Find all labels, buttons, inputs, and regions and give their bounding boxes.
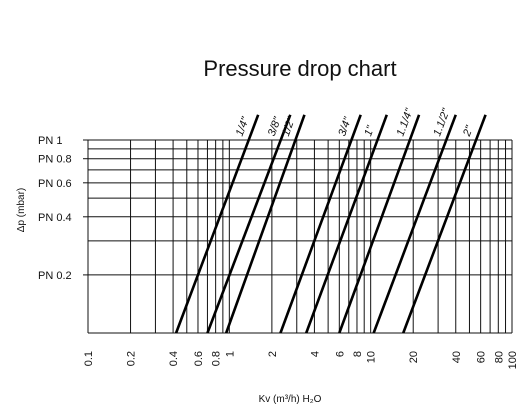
series-line [402, 114, 487, 334]
y-tick-label: PN 1 [38, 135, 62, 147]
x-tick-label: 0.6 [193, 351, 205, 366]
x-tick-label: 60 [476, 351, 488, 363]
x-tick-label: 0.4 [168, 351, 180, 366]
x-tick-label: 0.8 [211, 351, 223, 366]
series-line [174, 114, 260, 334]
y-tick-label: PN 0.2 [38, 270, 72, 282]
x-tick-label: 1 [224, 351, 236, 357]
x-tick-label: 0.2 [126, 351, 138, 366]
x-axis-label: Kv (m³/h) H₂O [259, 394, 322, 405]
y-tick-label: PN 0.6 [38, 178, 72, 190]
chart-title: Pressure drop chart [203, 56, 396, 81]
x-tick-label: 2 [267, 351, 279, 357]
series-lines [174, 114, 487, 334]
x-tick-label: 20 [408, 351, 420, 363]
y-tick-labels: PN 1 PN 0.8 PN 0.6 PN 0.4 PN 0.2 [38, 135, 88, 282]
x-tick-label: 4 [309, 351, 321, 357]
series-label: 1/4" [234, 115, 252, 138]
x-tick-label: 10 [366, 351, 378, 363]
series-line [206, 114, 292, 334]
x-tick-label: 100 [507, 351, 519, 369]
x-tick-label: 40 [451, 351, 463, 363]
series-line [338, 114, 421, 334]
grid [87, 139, 513, 334]
series-line [305, 114, 388, 334]
x-tick-label: 6 [334, 351, 346, 357]
x-tick-label: 8 [352, 351, 364, 357]
x-tick-labels: 0.1 0.2 0.4 0.6 0.8 1 2 4 6 8 10 20 40 60 80 100 [83, 351, 519, 369]
series-label: 2" [461, 123, 477, 139]
series-label: 1/2" [280, 115, 298, 138]
series-line [279, 114, 362, 334]
series-label: 1" [362, 123, 377, 138]
series-line [372, 114, 457, 334]
y-tick-label: PN 0.4 [38, 212, 72, 224]
series-label: 3/4" [336, 115, 354, 138]
y-axis-label: Δp (mbar) [16, 188, 27, 232]
y-tick-label: PN 0.8 [38, 154, 72, 166]
series-line [224, 114, 306, 334]
x-tick-label: 0.1 [83, 351, 95, 366]
x-tick-label: 80 [493, 351, 505, 363]
